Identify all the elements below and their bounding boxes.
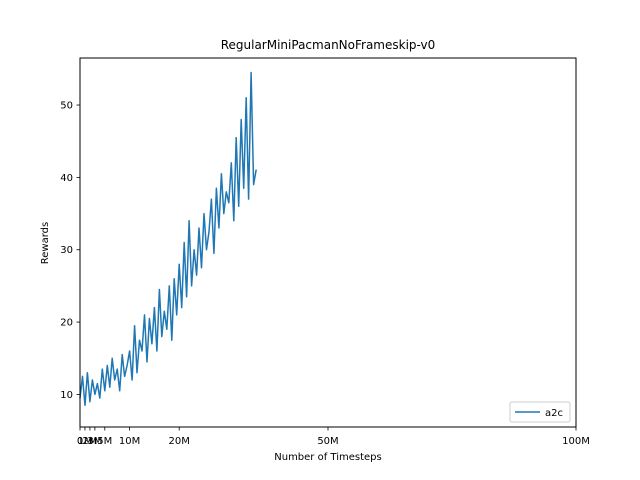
y-tick-label: 40 [60,173,73,184]
chart-title: RegularMiniPacmanNoFrameskip-v0 [221,38,436,52]
x-tick-label: 1M [77,436,92,447]
x-tick-label: 10M [119,436,140,447]
y-tick-label: 50 [60,101,73,112]
y-axis-label: Rewards [40,222,51,264]
x-tick-label: 100M [562,436,590,447]
legend-label-a2c: a2c [545,408,563,419]
x-tick-label: 20M [169,436,190,447]
x-axis-label: Number of Timesteps [274,452,381,463]
plot-area [79,71,257,407]
y-tick-label: 20 [60,318,73,329]
y-axis: 10 20 30 40 50 [60,101,80,401]
x-tick-label: 3M [87,436,102,447]
y-tick-label: 10 [60,390,73,401]
x-tick-label: 0 [77,436,83,447]
x-tick-label: 50M [317,436,338,447]
y-tick-label: 30 [60,245,73,256]
x-tick-label: 5M [97,436,112,447]
legend: a2c [509,401,571,423]
series-line-a2c [79,71,257,407]
x-tick-label: 2M [82,436,97,447]
